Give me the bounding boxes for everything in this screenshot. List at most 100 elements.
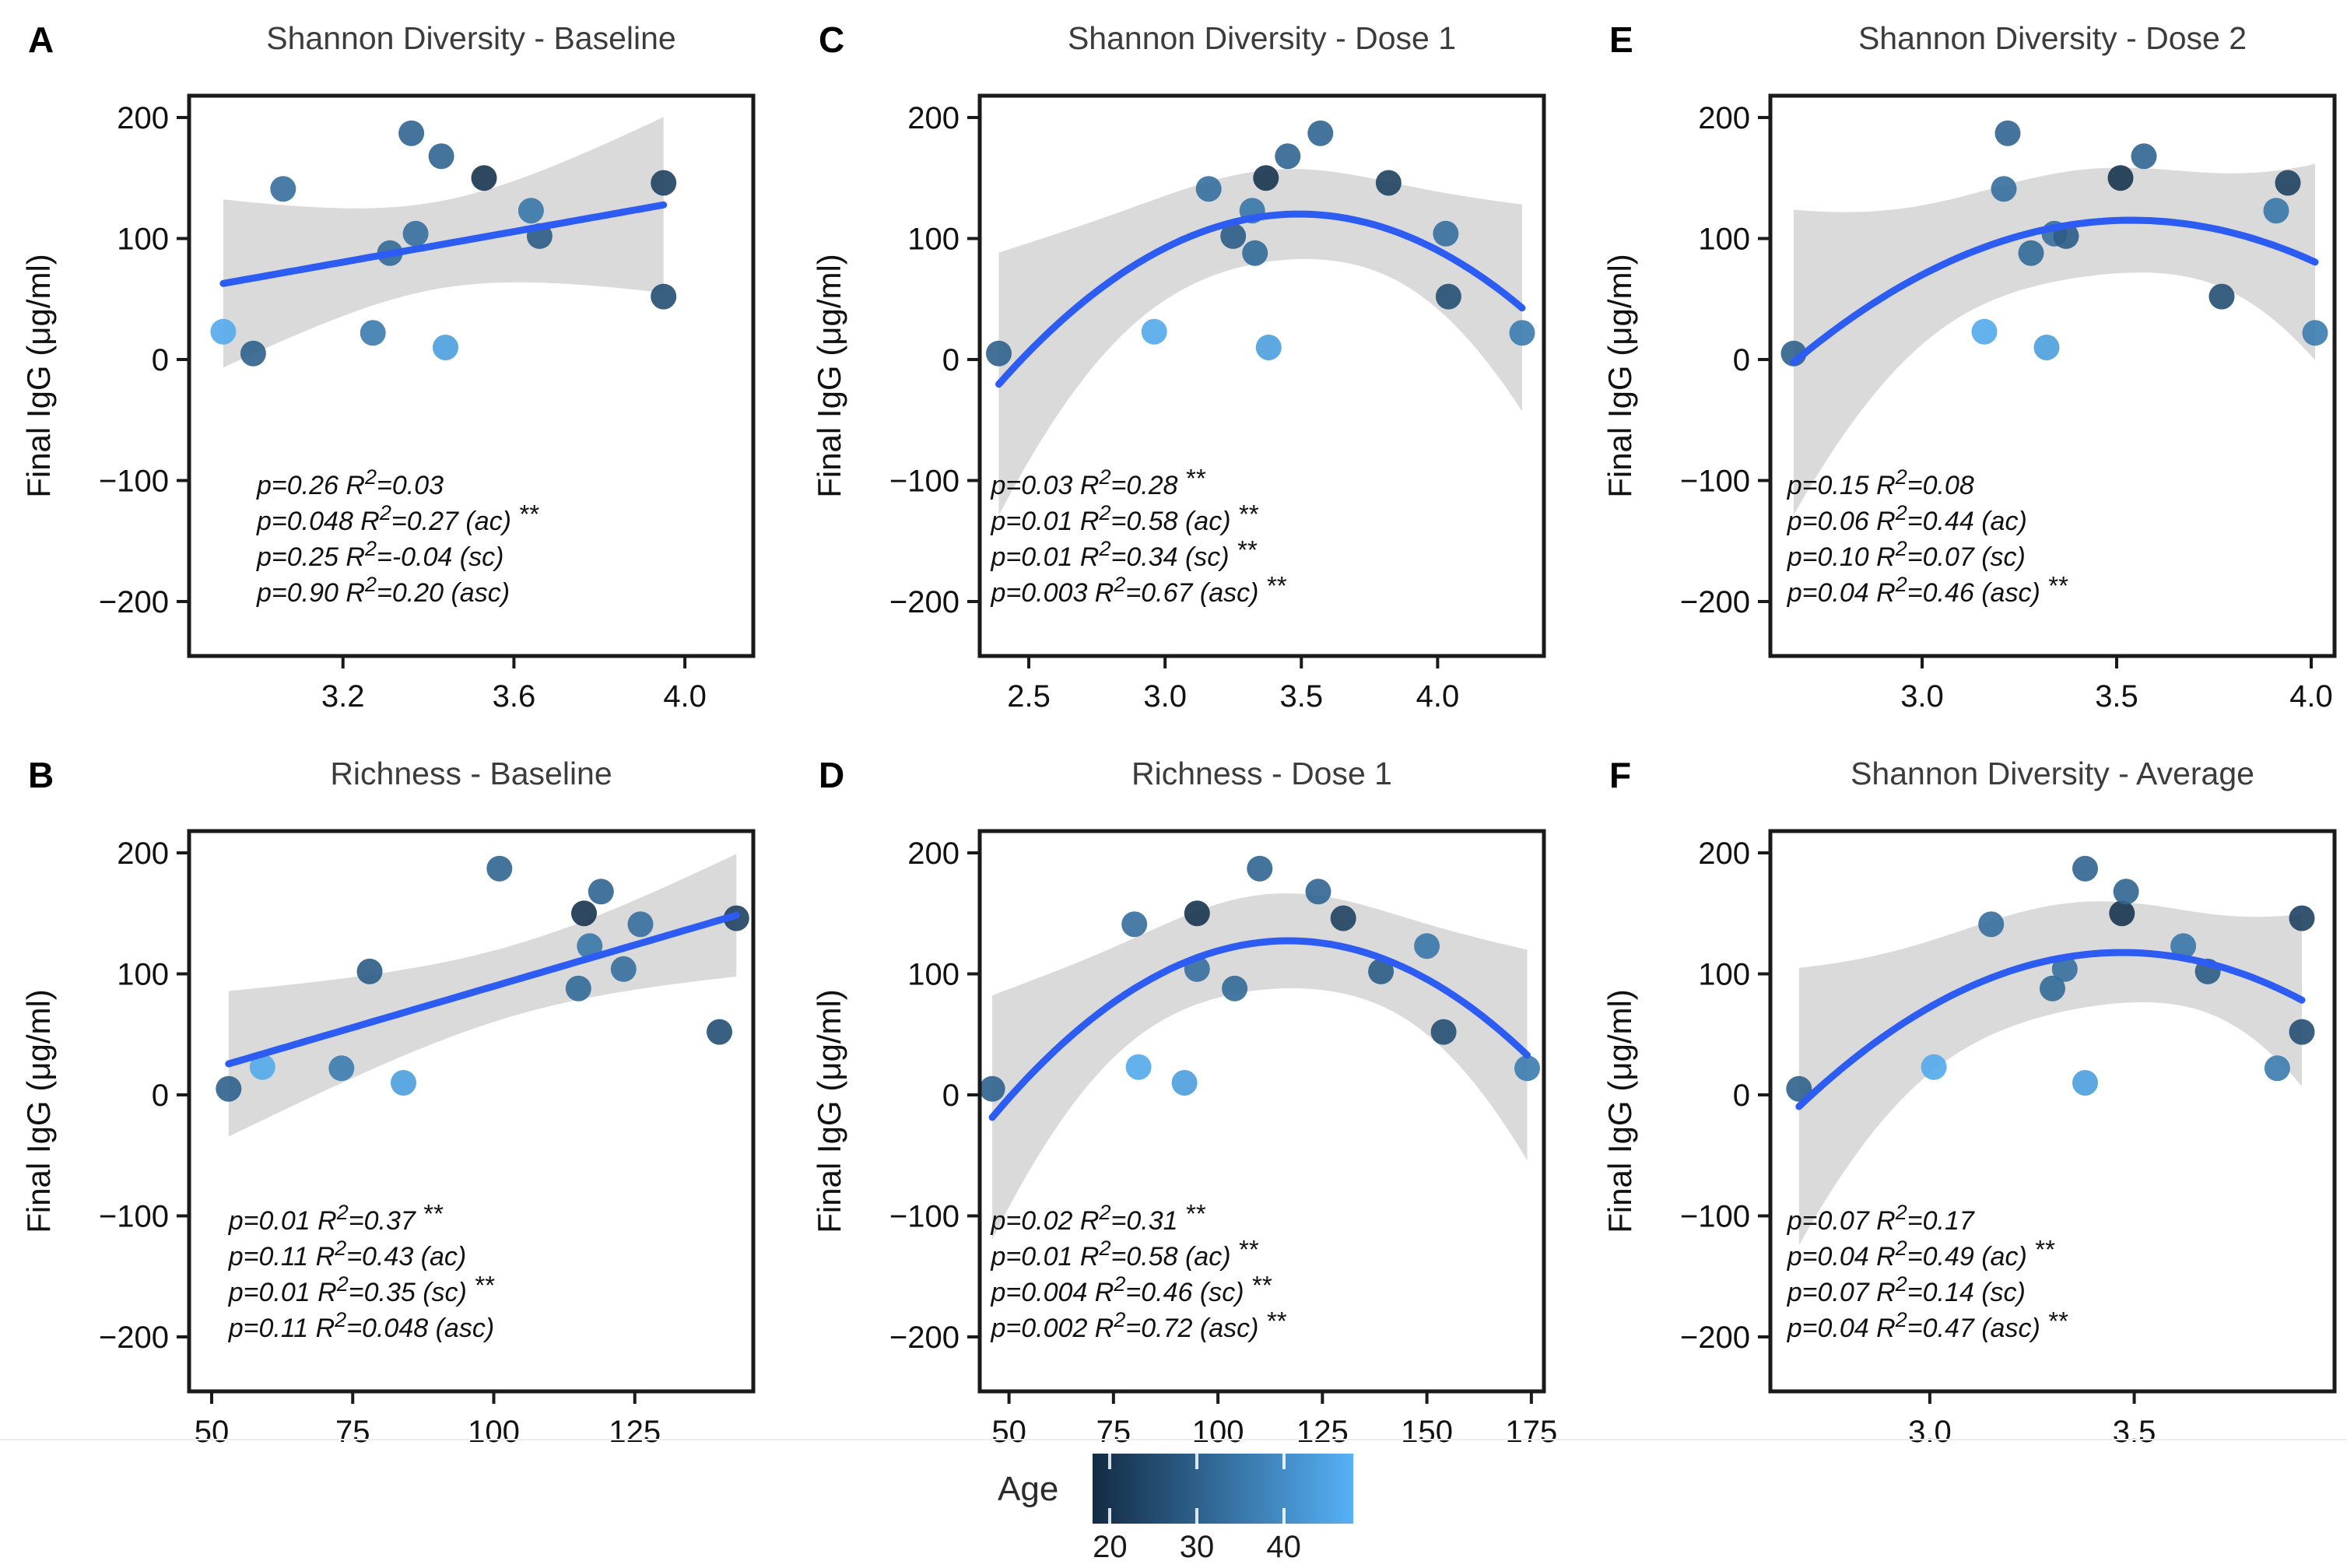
panel-title: Richness - Baseline	[330, 756, 612, 791]
data-point	[2263, 198, 2289, 224]
stats-line: p=0.90 R2=0.20 (asc)	[256, 573, 510, 608]
data-point	[486, 855, 513, 882]
y-tick-label: −100	[1680, 1200, 1750, 1234]
y-tick-label: −100	[99, 1200, 169, 1234]
regression-line	[1790, 216, 2319, 367]
data-point	[2289, 1019, 2315, 1045]
plot-border	[1768, 93, 2337, 658]
x-tick-label: 75	[335, 1415, 370, 1449]
stats-line: p=0.07 R2=0.17	[1787, 1201, 1975, 1236]
colorbar-tick-label: 30	[1179, 1530, 1215, 1564]
data-point	[707, 1019, 732, 1045]
data-point	[1255, 335, 1282, 360]
data-point	[588, 879, 614, 905]
data-point	[2072, 855, 2098, 882]
panel-B: 200 100 0 −100 −200 50 75 100 125 Richness - Base…	[6, 739, 766, 1475]
data-point	[2040, 975, 2065, 1001]
data-point	[1368, 958, 1395, 984]
data-point	[402, 220, 429, 247]
panel-D: 200 100 0 −100 −200 50 75 100 125 150 175 Richness …	[797, 739, 1556, 1475]
panel-title: Shannon Diversity - Dose 1	[1068, 20, 1456, 56]
y-tick-label: 100	[907, 222, 959, 256]
data-point	[1509, 320, 1535, 346]
x-tick-label: 3.5	[1279, 679, 1323, 714]
data-point	[328, 1055, 355, 1082]
data-point	[360, 320, 386, 346]
data-point	[2051, 956, 2078, 982]
data-point	[1184, 900, 1210, 927]
y-axis-label: Final IgG (μg/ml)	[1602, 989, 1638, 1233]
x-tick-label: 125	[609, 1415, 661, 1449]
data-point	[210, 318, 237, 345]
stats-line: p=0.01 R2=0.58 (ac) **	[991, 1235, 1259, 1272]
y-tick-label: −100	[889, 1200, 959, 1234]
data-point	[1275, 143, 1301, 170]
stats-line: p=0.04 R2=0.46 (asc) **	[1787, 571, 2068, 608]
y-tick-label: 0	[1733, 1079, 1750, 1113]
x-tick-label: 50	[991, 1415, 1026, 1449]
data-point	[577, 933, 603, 959]
y-axis-label: Final IgG (μg/ml)	[1602, 254, 1638, 498]
y-axis-label: Final IgG (μg/ml)	[20, 254, 57, 498]
panel-title: Shannon Diversity - Average	[1851, 756, 2254, 791]
regression-line	[225, 911, 740, 1068]
stats-line: p=0.07 R2=0.14 (sc)	[1787, 1272, 2026, 1307]
y-tick-label: −200	[99, 1321, 169, 1355]
y-tick-label: 200	[117, 837, 169, 871]
data-point	[2275, 170, 2301, 196]
y-tick-label: 100	[907, 957, 959, 991]
panel-C-canvas: 200 100 0 −100 −200 2.5 3.0 3.5 4.0 Shannon Diver…	[811, 19, 1546, 714]
panel-title: Shannon Diversity - Baseline	[266, 20, 675, 56]
stats-line: p=0.15 R2=0.08	[1787, 465, 1974, 500]
x-tick-label: 3.2	[321, 679, 365, 714]
y-tick-label: 100	[1698, 222, 1750, 256]
data-point	[1375, 170, 1402, 196]
stats-line: p=0.002 R2=0.72 (asc) **	[991, 1307, 1287, 1343]
data-point	[1125, 1054, 1152, 1080]
x-tick-label: 3.6	[493, 679, 536, 714]
x-tick-label: 125	[1296, 1415, 1349, 1449]
data-point	[398, 120, 425, 146]
data-point	[1921, 1054, 1947, 1080]
y-tick-label: 0	[942, 1079, 959, 1113]
stats-line: p=0.25 R2=-0.04 (sc)	[256, 537, 503, 572]
data-point	[1430, 1019, 1457, 1045]
y-tick-label: 0	[152, 1079, 169, 1113]
y-axis-label: Final IgG (μg/ml)	[20, 989, 57, 1233]
data-point	[517, 198, 544, 224]
y-tick-label: 200	[907, 101, 959, 135]
data-point	[1121, 911, 1148, 938]
colorbar-tickmark	[1282, 1454, 1286, 1469]
y-tick-label: 100	[117, 957, 169, 991]
y-tick-label: −100	[99, 465, 169, 499]
stats-line: p=0.11 R2=0.43 (ac)	[228, 1237, 466, 1272]
y-tick-label: −200	[889, 1321, 959, 1355]
data-point	[433, 335, 458, 360]
panel-letter: B	[28, 755, 54, 795]
data-point	[627, 911, 654, 938]
panel-letter: D	[819, 755, 844, 795]
data-point	[249, 1054, 275, 1080]
panel-letter: E	[1609, 19, 1633, 60]
data-point	[651, 170, 677, 196]
data-point	[2170, 933, 2197, 959]
plot-border	[977, 93, 1546, 658]
x-tick-label: 4.0	[663, 679, 707, 714]
plot-border	[187, 93, 756, 658]
colorbar-tickmark	[1195, 1508, 1198, 1524]
stats-line: p=0.048 R2=0.27 (ac) **	[256, 500, 539, 536]
regression-line	[1795, 949, 2306, 1110]
data-point	[1222, 975, 1248, 1001]
x-tick-label: 150	[1401, 1415, 1453, 1449]
data-point	[216, 1075, 242, 1102]
panel-F-canvas: 200 100 0 −100 −200 3.0 3.5 Shannon Diversity -…	[1602, 755, 2337, 1449]
stats-line: p=0.01 R2=0.35 (sc) **	[228, 1271, 495, 1307]
y-tick-label: −100	[1680, 465, 1750, 499]
panel-F: 200 100 0 −100 −200 3.0 3.5 Shannon Diversity -…	[1587, 739, 2347, 1475]
panel-A: 200 100 0 −100 −200 3.2 3.6 4.0 Shannon Diversit…	[6, 4, 766, 739]
plot-border	[977, 829, 1546, 1394]
stats-line: p=0.04 R2=0.49 (ac) **	[1787, 1235, 2055, 1272]
panel-letter: F	[1609, 755, 1631, 795]
